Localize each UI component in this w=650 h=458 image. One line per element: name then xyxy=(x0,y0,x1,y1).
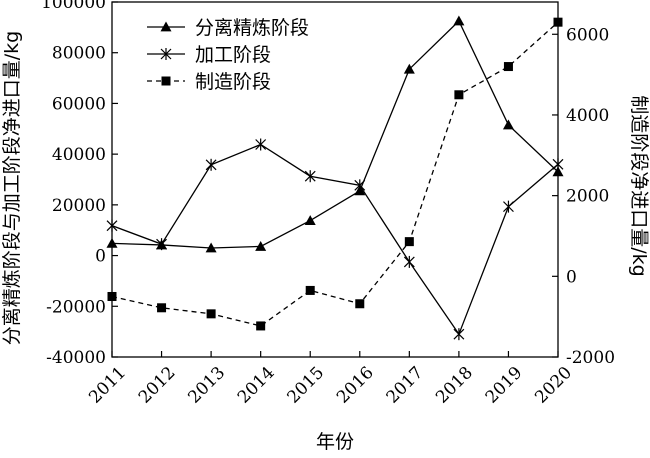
series-2-point xyxy=(106,219,118,232)
series-3-point xyxy=(305,285,315,295)
x-tick-label: 2011 xyxy=(85,363,130,408)
series-2-point xyxy=(552,158,564,171)
x-tick-label: 2020 xyxy=(531,363,576,408)
legend-marker-2 xyxy=(160,48,172,60)
axis-ticks: -40000-20000020000400006000080000100000-… xyxy=(41,0,615,408)
series-2-point xyxy=(205,158,217,171)
x-tick-label: 2017 xyxy=(383,363,428,408)
series-1-point xyxy=(205,242,217,253)
legend-label-1: 分离精炼阶段 xyxy=(195,17,309,39)
x-tick-label: 2014 xyxy=(234,363,279,408)
y-left-tick-label: 20000 xyxy=(52,196,106,216)
series-line-3 xyxy=(111,21,559,327)
series-line-1 xyxy=(111,19,559,249)
y-left-tick-label: -40000 xyxy=(46,348,106,368)
x-tick-label: 2019 xyxy=(482,363,527,408)
series-2-point xyxy=(503,200,514,213)
y-right-tick-label: 4000 xyxy=(566,106,609,126)
series-1-point xyxy=(453,15,465,26)
x-tick-label: 2015 xyxy=(284,363,329,408)
plot-frame xyxy=(111,1,559,358)
series-3-point xyxy=(157,303,167,313)
series-3-point xyxy=(107,291,117,301)
y-right-tick-label: 6000 xyxy=(566,25,609,45)
series-2-point xyxy=(156,238,167,251)
series-3-point xyxy=(454,90,464,100)
series-1-point xyxy=(255,240,267,251)
series-3-point xyxy=(206,309,216,319)
series-3-point xyxy=(256,321,266,331)
y-left-tick-label: 100000 xyxy=(41,0,106,13)
y-right-tick-label: 2000 xyxy=(566,187,609,207)
series-1-point xyxy=(304,215,316,225)
y-axis-left-title: 分离精炼阶段与加工阶段净进口量/kg xyxy=(1,31,23,345)
y-axis-right-title: 制造阶段净进口量/kg xyxy=(628,95,650,276)
series-3-point xyxy=(355,299,365,309)
series-2-point xyxy=(453,328,465,341)
series-1-point xyxy=(502,119,514,130)
series-1-point xyxy=(552,166,564,177)
series-3-point xyxy=(503,62,513,72)
series-2-point xyxy=(354,179,366,192)
x-axis-title: 年份 xyxy=(316,431,354,453)
x-tick-label: 2016 xyxy=(333,363,378,408)
series-line-2 xyxy=(111,143,559,336)
series-2-point xyxy=(304,170,316,183)
y-left-tick-label: 0 xyxy=(95,247,106,267)
series-1-point xyxy=(403,63,415,74)
series-1-point xyxy=(106,237,118,248)
legend-label-2: 加工阶段 xyxy=(195,44,271,66)
y-right-tick-label: -2000 xyxy=(566,348,615,368)
x-tick-label: 2012 xyxy=(135,363,180,408)
y-left-tick-label: 80000 xyxy=(52,44,106,64)
legend-marker-3 xyxy=(161,76,171,86)
y-left-tick-label: -20000 xyxy=(46,297,106,317)
series-3-point xyxy=(404,237,414,247)
y-right-tick-label: 0 xyxy=(566,267,577,287)
x-tick-label: 2018 xyxy=(432,363,477,408)
y-left-tick-label: 40000 xyxy=(52,145,106,165)
series-group xyxy=(106,15,564,341)
x-tick-label: 2013 xyxy=(184,363,229,408)
series-3-point xyxy=(553,17,563,27)
legend-marker-1 xyxy=(160,21,172,32)
legend-label-3: 制造阶段 xyxy=(195,71,271,93)
series-2-point xyxy=(255,138,267,151)
series-2-point xyxy=(403,255,415,268)
y-left-tick-label: 60000 xyxy=(52,94,106,114)
